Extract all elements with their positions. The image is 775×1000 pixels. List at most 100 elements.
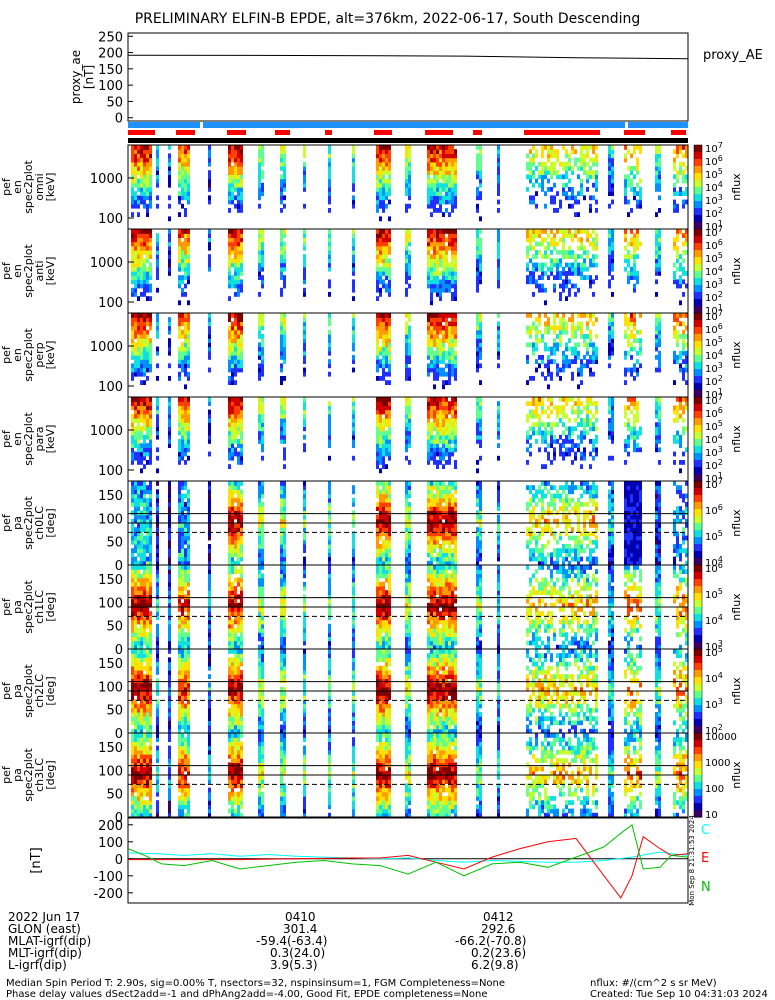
spec-cell: [451, 157, 454, 163]
spec-cell: [535, 359, 538, 364]
spec-cell: [439, 161, 442, 167]
spec-cell: [149, 346, 152, 352]
spec-cell: [328, 283, 331, 289]
spec-cell: [430, 443, 433, 448]
spec-cell: [442, 182, 445, 188]
spec-cell: [535, 178, 538, 184]
spec-cell: [479, 493, 482, 499]
spec-cell: [427, 455, 430, 461]
spec-cell: [430, 405, 433, 411]
spec-cell: [140, 271, 143, 276]
spec-cell: [580, 359, 583, 364]
spec-cell: [433, 145, 436, 150]
spec-cell: [181, 355, 184, 360]
spec-cell: [187, 199, 190, 205]
spec-cell: [382, 531, 385, 537]
spec-cell: [143, 271, 146, 276]
spec-cell: [280, 506, 283, 511]
spec-cell: [168, 548, 171, 553]
spec-cell: [149, 187, 152, 192]
spec-cell: [454, 359, 457, 364]
spec-cell: [134, 203, 137, 209]
spec-cell: [497, 149, 500, 154]
spec-cell: [283, 376, 286, 381]
spec-cell: [168, 535, 171, 541]
spec-cell: [283, 548, 286, 553]
spec-cell: [595, 182, 598, 188]
spec-cell: [168, 321, 171, 327]
spec-cell: [237, 153, 240, 159]
colorbar-segment: [694, 211, 702, 216]
spec-cell: [134, 191, 137, 196]
spec-cell: [547, 363, 550, 369]
spec-cell: [228, 266, 231, 272]
spec-cell: [134, 355, 137, 360]
spec-cell: [451, 426, 454, 432]
spec-cell: [168, 531, 171, 537]
spec-cell: [430, 409, 433, 415]
spec-cell: [535, 233, 538, 238]
spec-cell: [382, 367, 385, 373]
spec-cell: [385, 497, 388, 503]
spec-cell: [676, 338, 679, 343]
spec-cell: [408, 418, 411, 423]
spec-cell: [379, 153, 382, 159]
spec-cell: [131, 279, 134, 285]
spec-cell: [433, 384, 436, 390]
spec-cell: [529, 426, 532, 432]
spec-cell: [571, 460, 574, 465]
spec-cell: [592, 413, 595, 419]
spec-cell: [630, 434, 633, 440]
spec-cell: [479, 170, 482, 175]
spec-cell: [436, 506, 439, 511]
spec-cell: [140, 241, 143, 247]
spec-cell: [427, 514, 430, 520]
spec-cell: [379, 161, 382, 167]
spec-cell: [234, 178, 237, 184]
spec-cell: [568, 292, 571, 297]
spec-cell: [448, 346, 451, 352]
spec-cell: [231, 182, 234, 188]
spec-cell: [658, 342, 661, 348]
spec-cell: [442, 283, 445, 289]
spec-cell: [430, 161, 433, 167]
spec-cell: [583, 418, 586, 423]
spec-cell: [544, 254, 547, 259]
spec-cell: [261, 544, 264, 549]
spec-cell: [497, 548, 500, 553]
spec-cell: [445, 556, 448, 562]
spec-cell: [143, 527, 146, 532]
spec-cell: [382, 321, 385, 327]
spec-cell: [156, 401, 159, 406]
spec-cell: [140, 279, 143, 285]
spec-cell: [436, 342, 439, 348]
spec-cell: [679, 254, 682, 259]
colorbar-segment: [694, 477, 702, 482]
spec-cell: [328, 191, 331, 196]
spec-cell: [529, 443, 532, 448]
spec-cell: [405, 418, 408, 423]
colorbar-segment: [694, 197, 702, 202]
spec-cell: [385, 161, 388, 167]
spec-cell: [280, 489, 283, 495]
spec-cell: [388, 313, 391, 318]
spec-cell: [445, 405, 448, 411]
spec-cell: [178, 170, 181, 175]
spec-cell: [608, 279, 611, 285]
spec-cell: [535, 149, 538, 154]
spec-cell: [448, 401, 451, 406]
spec-cell: [131, 460, 134, 465]
spec-cell: [280, 178, 283, 184]
spec-cell: [178, 241, 181, 247]
spec-cell: [234, 338, 237, 343]
spec-cell: [405, 531, 408, 537]
spec-cell: [583, 422, 586, 427]
spec-cell: [655, 434, 658, 440]
spec-cell: [454, 195, 457, 201]
spec-cell: [379, 245, 382, 251]
spec-cell: [328, 195, 331, 201]
spec-cell: [476, 187, 479, 192]
spec-cell: [303, 313, 306, 318]
spec-cell: [547, 405, 550, 411]
spec-tick-label: 1000: [90, 172, 123, 187]
